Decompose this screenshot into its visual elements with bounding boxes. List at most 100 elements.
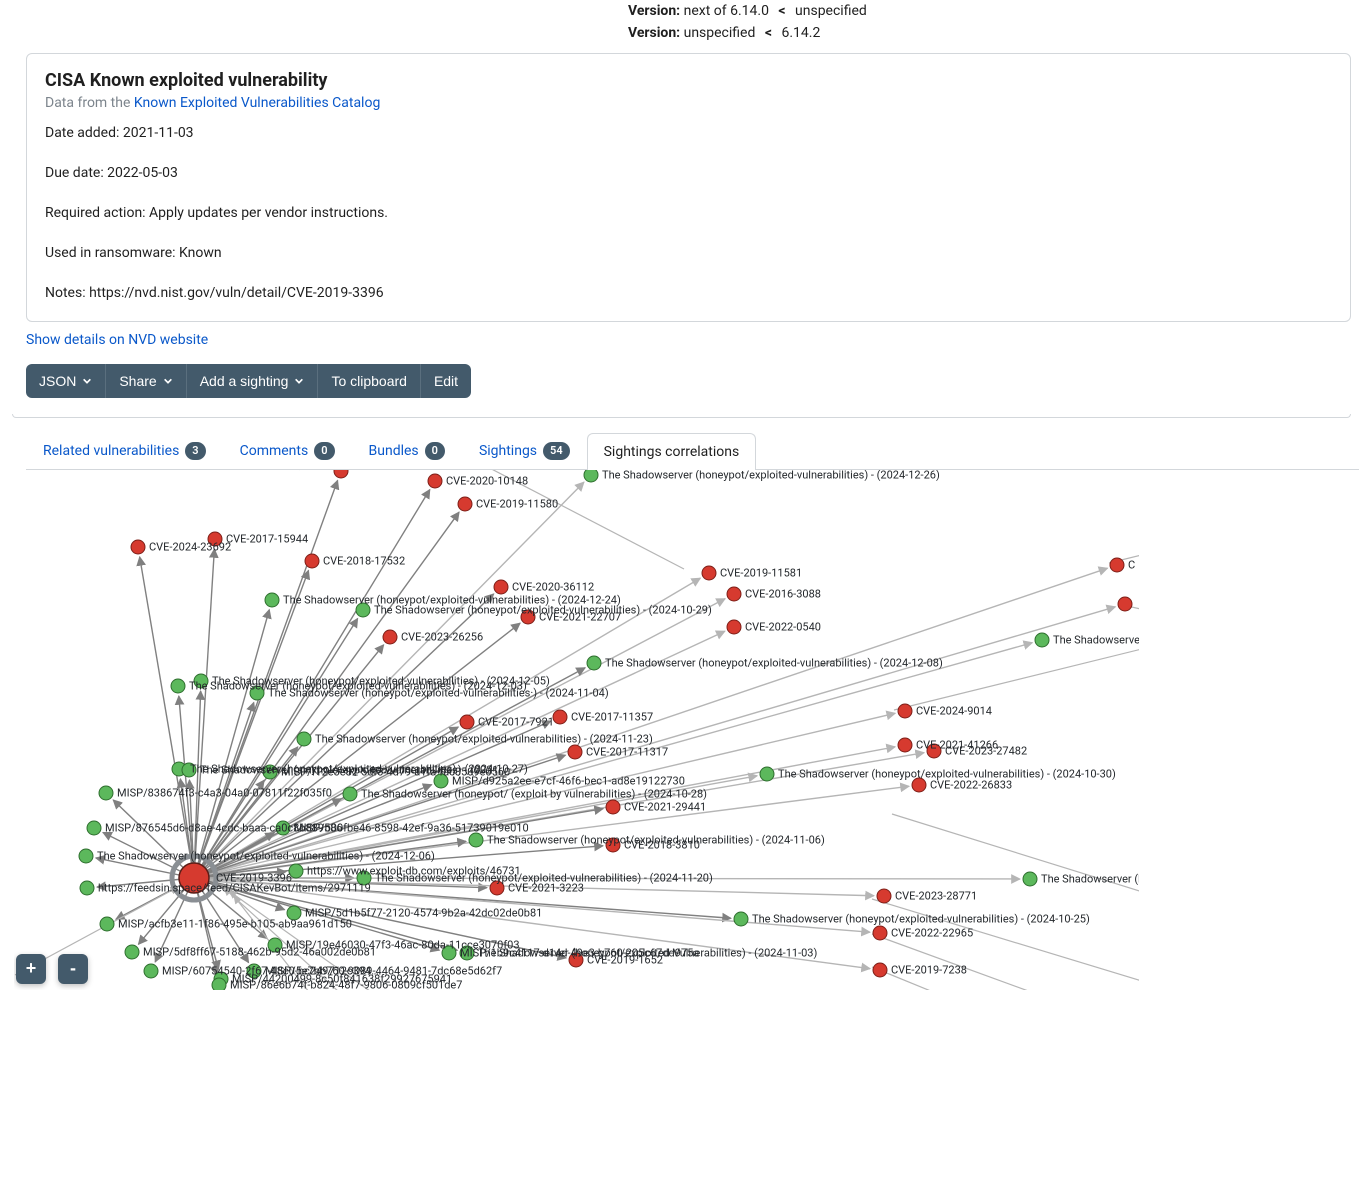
add-sighting-button[interactable]: Add a sighting <box>186 364 318 398</box>
graph-node-label: MISP/60754540-2f67-48c0-bc249712c394… <box>162 964 379 977</box>
edit-button-label: Edit <box>434 373 458 389</box>
cisa-info-line: Due date: 2022-05-03 <box>45 165 1332 181</box>
version-line: Version: unspecified < 6.14.2 <box>628 22 1359 44</box>
graph-node-label: The Shadowserver (honeypo… <box>1053 633 1139 646</box>
graph-node-label: CVE-2021-41266 <box>916 738 998 751</box>
graph-node-label: CVE-2019-11581 <box>720 566 802 579</box>
graph-node-label: The Shadowserver (honeypot/exploited-vul… <box>778 767 1116 780</box>
graph-node-label: C <box>1128 558 1135 571</box>
graph-node-label: CVE-2019-1652 <box>587 953 663 966</box>
graph-node-label: The Shadowserver (honeypot/exploited-vul… <box>374 603 712 616</box>
graph-node-label: CVE-2019-11580 <box>476 497 558 510</box>
graph-node-label: CVE-2019-7238 <box>891 963 967 976</box>
zoom-controls: + - <box>16 954 88 984</box>
correlation-graph[interactable]: CVE-2019-3396 CVE-2020-10148 The Shadowser… <box>14 470 1139 990</box>
graph-node-label: CVE-2023-28771 <box>895 889 977 902</box>
graph-node-label: MISP/838674f3-c4a3-04a0-07811f22f035f0 <box>117 786 332 799</box>
json-button[interactable]: JSON <box>26 364 105 398</box>
graph-node-label: CVE-2024-23692 <box>149 540 231 553</box>
chevron-down-icon <box>294 376 304 386</box>
graph-node-label: MISP/44200499-8c50f841638f29927675941 <box>232 972 452 985</box>
chevron-down-icon <box>163 376 173 386</box>
to-clipboard-button[interactable]: To clipboard <box>317 364 420 398</box>
graph-node-label: The Shadowserver (honeypot/exploited-vul… <box>189 679 527 692</box>
graph-node-label: The Shadowserver (sinkhole/exploited-vul… <box>200 763 506 776</box>
graph-node-label: https://feedsin.space/feed/CISAKevBot/it… <box>98 881 371 894</box>
cisa-panel: CISA Known exploited vulnerability Data … <box>26 53 1351 322</box>
graph-node-label: MISP/5df8ff67-5188-462b-95d2-46a002de0b8… <box>143 945 376 958</box>
share-button-label: Share <box>119 373 156 389</box>
graph-node-label: CVE-2020-36112 <box>512 580 594 593</box>
graph-node-label: The Shadowserver (honeypot/exploited-vul… <box>752 912 1090 925</box>
graph-node-label: The Shadowserver (honeypot/exploited-vul… <box>190 762 528 775</box>
cisa-panel-subtitle: Data from the Known Exploited Vulnerabil… <box>45 95 1332 111</box>
graph-node-label: CVE-2024-9014 <box>916 704 992 717</box>
graph-node-label: MISP/86e6b74f-b824-48f7-9806-0809cf501de… <box>230 978 462 990</box>
graph-node-label: CVE-2017-11317 <box>586 745 668 758</box>
tab-related-vulnerabilities[interactable]: Related vulnerabilities 3 <box>26 431 223 470</box>
add-sighting-button-label: Add a sighting <box>200 373 289 389</box>
graph-node-label: The Shadowserver (honeypot/exploited-vul… <box>487 833 825 846</box>
graph-node-label: CVE-2022-22965 <box>891 926 973 939</box>
graph-node-label: The Shadowserver (honeypot/exploited-Vul… <box>478 946 817 959</box>
graph-node-label: The Shadowserver (honeypot/exploited-vul… <box>212 674 550 687</box>
cisa-info-line: Required action: Apply updates per vendo… <box>45 205 1332 221</box>
graph-hub-label: CVE-2019-3396 <box>216 871 292 884</box>
graph-node-label: The Shadowserver (honeypot/ (exploit by … <box>361 787 707 800</box>
graph-node-label: The Shadowserver (honeypot/exploited-vul… <box>283 593 621 606</box>
graph-node-label: CVE-2021-22707 <box>539 610 621 623</box>
cisa-info-line: Notes: https://nvd.nist.gov/vuln/detail/… <box>45 285 1332 301</box>
graph-node-label: MISP/19e46030-47f3-46ac-80da-11cce3070f0… <box>286 938 520 951</box>
graph-node-label: MISP/f12e3e82-5df3-4d79-a1fa-fac8509e056… <box>281 765 510 778</box>
tab-count-badge: 0 <box>425 442 445 460</box>
graph-node-label: The Shadowserver (honeypot/exploited-vul… <box>268 686 609 699</box>
graph-node-label: CVE-2018-3810 <box>624 838 700 851</box>
cisa-panel-title: CISA Known exploited vulnerability <box>45 70 1332 91</box>
graph-node-label: CVE-2023-26256 <box>401 630 483 643</box>
graph-node-label: CVE-2021-3223 <box>508 881 584 894</box>
graph-node-label: MISP/acfb3e11-1f86-495e-b105-ab9aa961d15… <box>118 917 352 930</box>
tab-label: Comments <box>240 443 309 459</box>
share-button[interactable]: Share <box>105 364 185 398</box>
graph-node-label: The Shadowserver (honeypot/exploited-vul… <box>605 656 943 669</box>
tab-label: Sightings correlations <box>604 444 740 460</box>
graph-node-label: CVE-2023-27482 <box>945 744 1027 757</box>
version-line: Version: next of 6.14.0 < unspecified <box>628 0 1359 22</box>
graph-node-label: MISP/d925a2ee-e7cf-46f6-bec1-ad8e1912273… <box>452 774 685 787</box>
tab-sightings[interactable]: Sightings 54 <box>462 431 587 470</box>
graph-labels-layer: CVE-2019-3396 CVE-2020-10148 The Shadowser… <box>14 470 1139 990</box>
cisa-info-line: Used in ransomware: Known <box>45 245 1332 261</box>
graph-node-label: MISP/876545d6-d8ae-4cdc-baaa-ca0c8b88958… <box>105 821 343 834</box>
graph-node-label: MISP/5e7bb760-9089-4464-9481-7dc68e5d62f… <box>265 964 502 977</box>
tab-label: Sightings <box>479 443 537 459</box>
cisa-catalog-link[interactable]: Known Exploited Vulnerabilities Catalog <box>134 95 380 111</box>
tab-comments[interactable]: Comments 0 <box>223 431 352 470</box>
graph-node-label: The Shadowserver (honeypot/exploited-vul… <box>375 871 713 884</box>
tab-sightings-correlations[interactable]: Sightings correlations <box>587 433 757 470</box>
graph-node-label: The Shadowserver (honeypot/exploited-vul… <box>315 732 653 745</box>
tab-count-badge: 0 <box>314 442 334 460</box>
zoom-out-button[interactable]: - <box>58 954 88 984</box>
graph-node-label: CVE-2021-29441 <box>624 800 706 813</box>
to-clipboard-button-label: To clipboard <box>331 373 407 389</box>
cisa-panel-body: Date added: 2021-11-03Due date: 2022-05-… <box>45 125 1332 301</box>
chevron-down-icon <box>82 376 92 386</box>
panel-bottom-divider <box>12 414 1351 418</box>
graph-node-label: CVE-2016-3088 <box>745 587 821 600</box>
graph-node-label: MISP/1b9c4117-d14d-49e3-b760-205c67dd975… <box>460 946 699 959</box>
tab-count-badge: 3 <box>185 442 205 460</box>
edit-button[interactable]: Edit <box>420 364 471 398</box>
graph-node-label: The Shadowserver (h… <box>1041 872 1139 885</box>
graph-node-label: https://www.exploit-db.com/exploits/4673… <box>307 864 521 877</box>
version-block: Version: next of 6.14.0 < unspecifiedVer… <box>628 0 1359 53</box>
zoom-in-button[interactable]: + <box>16 954 46 984</box>
cisa-subtext-prefix: Data from the <box>45 95 134 111</box>
tab-bundles[interactable]: Bundles 0 <box>352 431 462 470</box>
graph-node-label: MISP/5d1b5f77-2120-4574-9b2a-42dc02de0b8… <box>305 906 542 919</box>
tab-count-badge: 54 <box>543 442 570 460</box>
graph-node-label: MISP/b00fbe46-8598-42ef-9a36-51739019e01… <box>294 821 529 834</box>
graph-node-label: CVE-2017-11357 <box>571 710 653 723</box>
nvd-details-link[interactable]: Show details on NVD website <box>26 332 208 348</box>
graph-node-label: CVE-2020-10148 <box>446 474 528 487</box>
graph-node-label: CVE-2022-26833 <box>930 778 1012 791</box>
